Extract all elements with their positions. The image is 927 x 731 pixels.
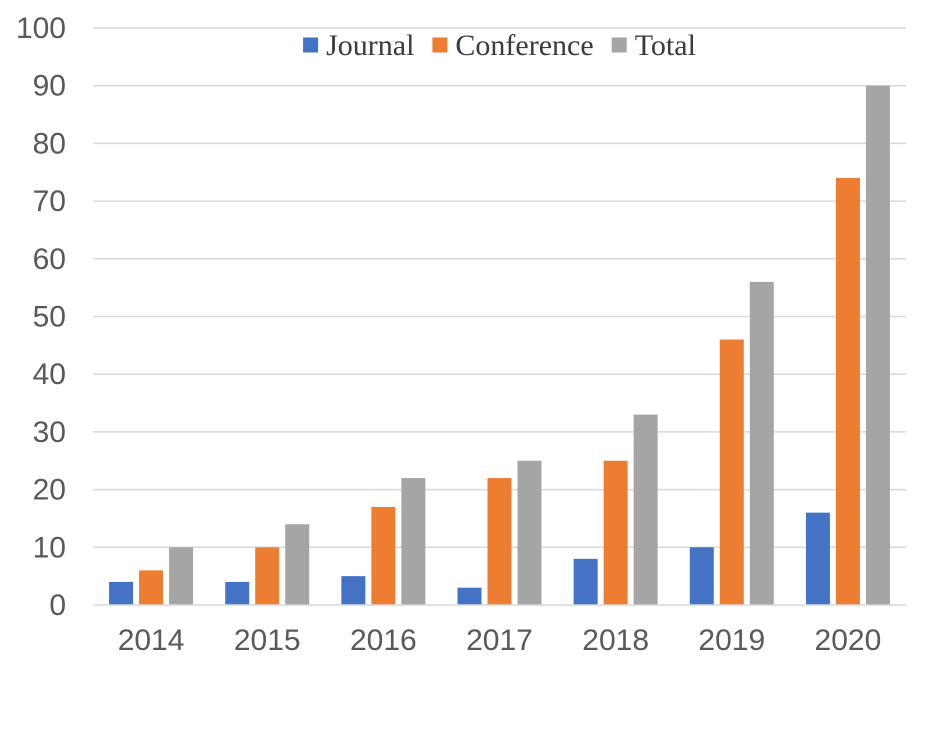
legend-label-conference: Conference xyxy=(455,29,593,62)
x-tick-label-2020: 2020 xyxy=(815,624,882,657)
bar-conference-2019 xyxy=(719,339,744,605)
y-tick-label-30: 30 xyxy=(33,416,66,449)
bar-conference-2020 xyxy=(835,178,860,605)
bar-conference-2017 xyxy=(487,478,512,605)
bar-journal-2018 xyxy=(573,558,598,605)
bar-journal-2015 xyxy=(225,581,250,605)
y-tick-label-90: 90 xyxy=(33,70,66,103)
legend-swatch-total xyxy=(611,37,627,53)
y-tick-label-20: 20 xyxy=(33,474,66,507)
x-tick-label-2016: 2016 xyxy=(350,624,417,657)
bar-conference-2014 xyxy=(139,570,164,605)
bar-total-2018 xyxy=(633,414,658,605)
y-tick-label-40: 40 xyxy=(33,358,66,391)
bar-conference-2018 xyxy=(603,460,628,605)
gridlines xyxy=(93,27,906,549)
y-tick-label-100: 100 xyxy=(16,12,66,45)
y-axis-tick-labels: 0 10 20 30 40 50 60 70 80 90 100 xyxy=(16,12,66,622)
bar-total-2014 xyxy=(169,547,194,605)
y-tick-label-10: 10 xyxy=(33,531,66,564)
bar-journal-2016 xyxy=(341,576,366,605)
legend-label-journal: Journal xyxy=(326,29,414,62)
bar-conference-2015 xyxy=(255,547,280,605)
legend-label-total: Total xyxy=(635,29,696,62)
x-axis-tick-labels: 2014 2015 2016 2017 2018 2019 2020 xyxy=(118,624,882,657)
bar-journal-2017 xyxy=(457,587,482,605)
legend-swatch-conference xyxy=(432,37,448,53)
bars xyxy=(109,85,890,605)
bar-journal-2020 xyxy=(805,512,830,605)
x-tick-label-2015: 2015 xyxy=(234,624,301,657)
bar-conference-2016 xyxy=(371,506,396,605)
x-tick-label-2014: 2014 xyxy=(118,624,185,657)
bar-total-2019 xyxy=(749,281,774,605)
y-tick-label-50: 50 xyxy=(33,301,66,334)
bar-total-2015 xyxy=(285,524,310,605)
y-tick-label-60: 60 xyxy=(33,243,66,276)
x-tick-label-2018: 2018 xyxy=(582,624,649,657)
bar-journal-2019 xyxy=(689,547,714,605)
legend: Journal Conference Total xyxy=(303,29,696,62)
x-tick-label-2019: 2019 xyxy=(698,624,765,657)
legend-swatch-journal xyxy=(303,37,319,53)
y-tick-label-80: 80 xyxy=(33,127,66,160)
bar-total-2017 xyxy=(517,460,542,605)
x-tick-label-2017: 2017 xyxy=(466,624,533,657)
bar-total-2016 xyxy=(401,478,426,605)
y-tick-label-0: 0 xyxy=(49,589,66,622)
bar-journal-2014 xyxy=(109,581,134,605)
y-tick-label-70: 70 xyxy=(33,185,66,218)
bar-total-2020 xyxy=(865,85,890,605)
